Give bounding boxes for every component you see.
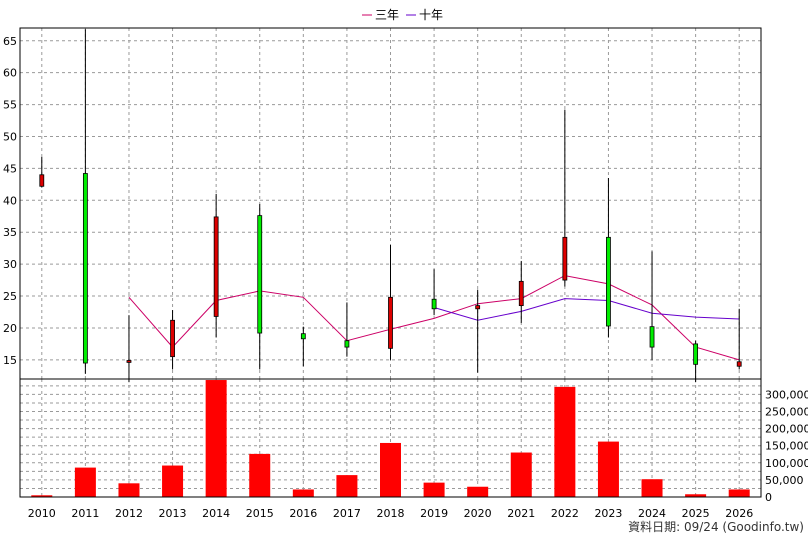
volume-bar bbox=[641, 479, 663, 497]
volume-bar bbox=[728, 489, 750, 497]
ma-lines bbox=[128, 275, 740, 361]
volume-tick-label: 300,000 bbox=[765, 388, 808, 401]
volume-tick-label: 0 bbox=[765, 491, 772, 504]
x-tick-label: 2011 bbox=[71, 507, 99, 520]
candle-body bbox=[736, 361, 742, 367]
candle-body bbox=[649, 326, 655, 348]
legend-label-10yr: 十年 bbox=[419, 8, 443, 22]
x-tick-label: 2013 bbox=[159, 507, 187, 520]
candle-body bbox=[518, 280, 524, 307]
price-axis-labels: 15 20 25 30 35 40 45 50 55 60 65 bbox=[3, 35, 17, 367]
volume-bar bbox=[336, 475, 358, 497]
candle-body bbox=[606, 236, 611, 327]
x-tick-label: 2025 bbox=[682, 507, 710, 520]
x-axis-labels: 2010 2011 2012 2013 2014 2015 2016 2017 2018 2019… bbox=[28, 507, 753, 520]
volume-bar bbox=[249, 453, 271, 497]
volume-bar bbox=[510, 452, 532, 497]
data-date-footer: 資料日期: 09/24 (Goodinfo.tw) bbox=[628, 520, 804, 534]
x-tick-label: 2019 bbox=[420, 507, 448, 520]
candle-body bbox=[475, 305, 481, 310]
ma-line bbox=[128, 275, 740, 361]
x-tick-label: 2022 bbox=[551, 507, 579, 520]
volume-bar bbox=[292, 489, 314, 497]
price-tick-label: 60 bbox=[3, 67, 17, 80]
legend: 三年 十年 bbox=[362, 8, 443, 22]
price-tick-label: 40 bbox=[3, 194, 17, 207]
price-tick-label: 25 bbox=[3, 290, 17, 303]
volume-bar bbox=[205, 380, 227, 497]
candle-body bbox=[562, 236, 568, 281]
x-tick-label: 2010 bbox=[28, 507, 56, 520]
legend-label-3yr: 三年 bbox=[375, 8, 399, 22]
volume-bar bbox=[74, 467, 96, 497]
volume-bar bbox=[162, 465, 184, 497]
candle-body bbox=[39, 174, 45, 187]
volume-bar bbox=[380, 442, 401, 497]
candle-body bbox=[431, 298, 437, 310]
price-tick-label: 50 bbox=[3, 130, 17, 143]
x-tick-label: 2023 bbox=[594, 507, 622, 520]
candle-body bbox=[82, 173, 88, 364]
volume-bar bbox=[597, 441, 619, 497]
candle-body bbox=[693, 343, 699, 365]
ma-line bbox=[433, 298, 740, 321]
x-tick-label: 2018 bbox=[377, 507, 405, 520]
price-tick-label: 35 bbox=[3, 226, 17, 239]
price-tick-label: 55 bbox=[3, 99, 17, 112]
price-tick-label: 65 bbox=[3, 35, 17, 48]
price-tick-label: 30 bbox=[3, 258, 17, 271]
price-tick-label: 45 bbox=[3, 162, 17, 175]
volume-tick-label: 150,000 bbox=[765, 440, 808, 453]
volume-bar bbox=[31, 495, 53, 497]
volume-tick-label: 100,000 bbox=[765, 457, 808, 470]
volume-tick-label: 250,000 bbox=[765, 405, 808, 418]
candle-body bbox=[213, 216, 219, 317]
x-tick-label: 2026 bbox=[725, 507, 753, 520]
volume-tick-label: 200,000 bbox=[765, 423, 808, 436]
x-tick-label: 2020 bbox=[464, 507, 492, 520]
x-tick-label: 2016 bbox=[289, 507, 317, 520]
x-tick-label: 2024 bbox=[638, 507, 666, 520]
volume-bar bbox=[118, 483, 140, 497]
candle-body bbox=[257, 215, 263, 334]
price-tick-label: 20 bbox=[3, 322, 17, 335]
candle-body bbox=[300, 333, 306, 340]
x-tick-label: 2014 bbox=[202, 507, 230, 520]
price-tick-label: 15 bbox=[3, 354, 17, 367]
volume-bar bbox=[554, 386, 576, 497]
volume-bar bbox=[467, 486, 489, 497]
volume-bar bbox=[685, 494, 707, 497]
volume-bars bbox=[31, 380, 750, 497]
candle-body bbox=[170, 319, 175, 358]
x-tick-label: 2012 bbox=[115, 507, 143, 520]
volume-bar bbox=[423, 482, 445, 497]
candle-body bbox=[344, 340, 350, 348]
volume-tick-label: 50,000 bbox=[765, 474, 804, 487]
x-tick-label: 2015 bbox=[246, 507, 274, 520]
candles bbox=[39, 29, 742, 383]
volume-axis-labels: 0 50,000 100,000 150,000 200,000 250,000 300,0… bbox=[765, 388, 808, 504]
x-tick-label: 2017 bbox=[333, 507, 361, 520]
x-tick-label: 2021 bbox=[507, 507, 535, 520]
candle-body bbox=[126, 360, 132, 363]
candle-body bbox=[388, 296, 393, 349]
volume-plot-frame bbox=[19, 378, 762, 498]
